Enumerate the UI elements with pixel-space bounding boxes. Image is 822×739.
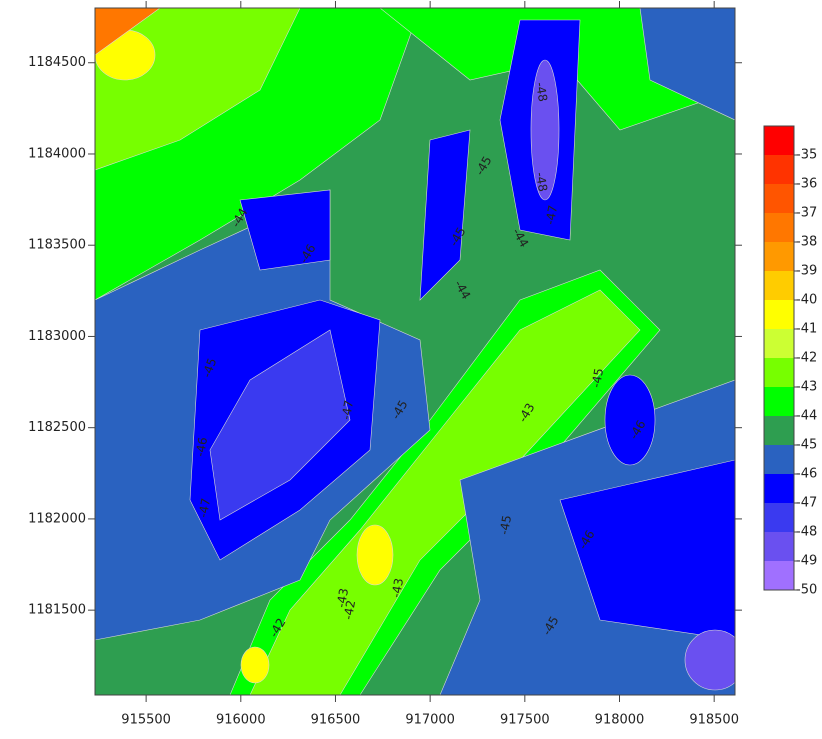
contour-label: -48 <box>533 81 550 103</box>
contour-region <box>249 289 641 695</box>
colorbar-label: -36 <box>796 177 817 192</box>
colorbar-label: -41 <box>796 322 817 337</box>
colorbar-label: -35 <box>796 148 817 163</box>
x-tick-label: 918000 <box>595 713 645 728</box>
colorbar-band <box>764 329 794 358</box>
colorbar-band <box>764 387 794 416</box>
colorbar-label: -49 <box>796 554 817 569</box>
y-tick-label: 1182500 <box>28 420 86 435</box>
colorbar-band <box>764 416 794 445</box>
contour-region <box>240 646 270 684</box>
contour-label: -42 <box>341 599 358 621</box>
colorbar-band <box>764 300 794 329</box>
contour-region <box>356 524 394 586</box>
contour-field <box>95 8 735 695</box>
contour-region <box>530 59 560 201</box>
colorbar-label: -39 <box>796 264 817 279</box>
contour-label: -47 <box>196 497 213 519</box>
colorbar-band <box>764 242 794 271</box>
colorbar-band <box>764 184 794 213</box>
contour-label: -47 <box>339 399 356 421</box>
contour-label: -45 <box>200 356 220 379</box>
contour-label: -46 <box>193 436 210 458</box>
contour-label: -48 <box>533 171 550 193</box>
colorbar-band <box>764 532 794 561</box>
colorbar-band <box>764 561 794 590</box>
contour-label: -47 <box>543 204 560 226</box>
y-tick-label: 1182000 <box>28 511 86 526</box>
colorbar-band <box>764 503 794 532</box>
x-tick-label: 915500 <box>121 713 171 728</box>
x-tick-label: 916500 <box>311 713 361 728</box>
y-tick-label: 1183500 <box>28 238 86 253</box>
colorbar-band <box>764 213 794 242</box>
contour-region <box>684 629 735 691</box>
x-tick-label: 917000 <box>405 713 455 728</box>
x-tick-label: 916000 <box>216 713 266 728</box>
colorbar-label: -44 <box>796 409 817 424</box>
x-tick-label: 917500 <box>500 713 550 728</box>
colorbar-label: -43 <box>796 380 817 395</box>
colorbar-label: -40 <box>796 293 817 308</box>
contour-region <box>419 129 471 301</box>
contour-label: -45 <box>497 514 514 536</box>
y-tick-label: 1181500 <box>28 603 86 618</box>
y-tick-label: 1183000 <box>28 329 86 344</box>
colorbar-label: -42 <box>796 351 817 366</box>
colorbar-label: -50 <box>796 583 817 598</box>
colorbar-band <box>764 271 794 300</box>
colorbar-label: -37 <box>796 206 817 221</box>
colorbar-band <box>764 358 794 387</box>
contour-region <box>95 8 161 56</box>
x-tick-label: 918500 <box>689 713 739 728</box>
colorbar-band <box>764 474 794 503</box>
colorbar-label: -47 <box>796 496 817 511</box>
colorbar-label: -45 <box>796 438 817 453</box>
contour-region <box>559 459 735 641</box>
colorbar-band <box>764 126 794 155</box>
contour-region <box>604 374 656 466</box>
colorbar-frame <box>763 125 795 591</box>
contour-region <box>209 329 351 521</box>
plot-frame <box>94 7 736 696</box>
y-tick-label: 1184500 <box>28 55 86 70</box>
colorbar-label: -38 <box>796 235 817 250</box>
colorbar-label: -48 <box>796 525 817 540</box>
contour-label: -43 <box>389 577 406 599</box>
colorbar-band <box>764 155 794 184</box>
colorbar-band <box>764 445 794 474</box>
contour-region <box>239 189 331 271</box>
y-tick-label: 1184000 <box>28 146 86 161</box>
contour-label: -43 <box>334 587 351 609</box>
contour-label: -45 <box>589 367 606 389</box>
colorbar-label: -46 <box>796 467 817 482</box>
contour-region <box>639 8 735 121</box>
